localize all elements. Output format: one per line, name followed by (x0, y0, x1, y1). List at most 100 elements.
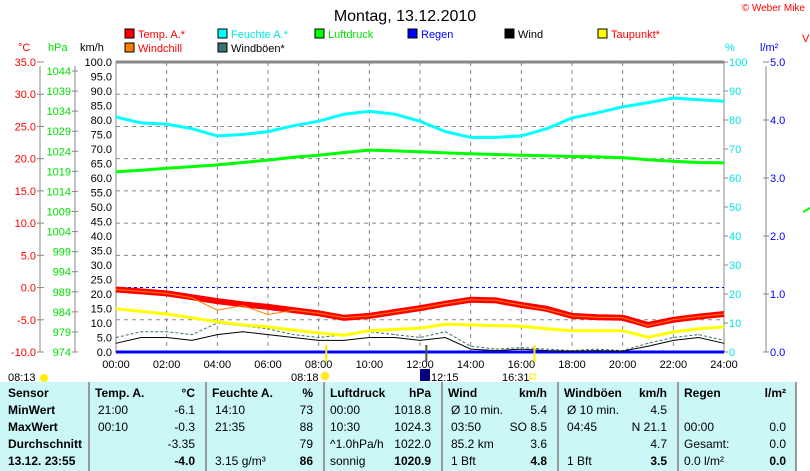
data-point (520, 154, 522, 156)
data-point (166, 313, 168, 315)
wind-tick-label: 15.0 (91, 304, 112, 316)
data-point (242, 351, 244, 353)
data-point (343, 113, 345, 115)
humidity-tick-label: 80 (729, 115, 741, 127)
data-point (191, 334, 193, 336)
row-value: N 21.1 (631, 420, 667, 434)
data-point (470, 136, 472, 138)
data-point (267, 159, 269, 161)
data-point (546, 351, 548, 353)
data-point (191, 351, 193, 353)
legend-swatch (504, 28, 515, 39)
temp-tick-label: -10.0 (11, 347, 36, 359)
column-divider (677, 382, 679, 471)
rain-tick-label: 2.0 (770, 231, 785, 243)
data-point (368, 315, 370, 317)
group-unit: km/h (518, 386, 547, 400)
x-tick-label: 16:00 (508, 359, 536, 371)
x-tick-label: 02:00 (153, 359, 181, 371)
data-point (647, 345, 649, 347)
data-point (191, 128, 193, 130)
data-point (546, 328, 548, 330)
data-point (115, 288, 117, 290)
wind-tick-label: 25.0 (91, 275, 112, 287)
humidity-tick-label: 20 (729, 289, 741, 301)
x-tick-label: 10:00 (356, 359, 384, 371)
row-value: 79 (299, 437, 313, 451)
row-detail: 3.15 g/m³ (215, 454, 266, 468)
temp-tick-label: 20.0 (15, 154, 36, 166)
pressure-tick-label: 1044 (47, 66, 71, 78)
wind-tick-label: 50.0 (91, 202, 112, 214)
column-divider (441, 382, 443, 471)
data-point (242, 331, 244, 333)
x-tick-label: 24:00 (710, 359, 738, 371)
data-point (571, 350, 573, 352)
data-point (191, 297, 193, 299)
row-detail: 00:00 (684, 420, 715, 434)
weather-chart: Montag, 13.12.2010 © Weber Mike V °C hPa… (8, 3, 810, 382)
data-point (647, 102, 649, 104)
row-detail: 00:00 (330, 403, 361, 417)
data-point (318, 351, 320, 353)
data-point (419, 339, 421, 341)
row-value: 3.6 (530, 437, 547, 451)
data-point (698, 351, 700, 353)
wind-tick-label: 35.0 (91, 246, 112, 258)
wind-tick-label: 5.0 (97, 333, 112, 345)
data-point (368, 351, 370, 353)
rain-tick-label: 1.0 (770, 289, 785, 301)
wind-tick-label: 0.0 (97, 347, 112, 359)
data-point (622, 351, 624, 353)
wind-tick-label: 45.0 (91, 217, 112, 229)
data-point (166, 337, 168, 338)
data-point (444, 337, 446, 338)
row-detail: ^1.0hPa/h (330, 437, 384, 451)
group-unit: % (302, 386, 313, 400)
data-point (318, 339, 320, 341)
row-value: -6.1 (174, 403, 195, 417)
data-point (318, 332, 320, 334)
humidity-tick-label: 30 (729, 260, 741, 272)
data-point (419, 327, 421, 329)
data-point (115, 116, 117, 118)
data-point (267, 328, 269, 330)
data-point (723, 100, 725, 102)
row-detail: 00:10 (98, 420, 129, 434)
group-header: Windböen (564, 386, 622, 400)
pressure-tick-label: 994 (53, 267, 71, 279)
pressure-tick-label: 1029 (47, 126, 71, 138)
data-point (242, 162, 244, 164)
group-header: Regen (684, 386, 721, 400)
data-point (596, 350, 598, 352)
copyright: © Weber Mike (742, 3, 806, 14)
row-value: 3.5 (650, 454, 667, 468)
temp-tick-label: 30.0 (15, 89, 36, 101)
data-point (546, 350, 548, 352)
data-point (394, 150, 396, 152)
data-point (596, 316, 598, 318)
row-label: 13.12. 23:55 (8, 454, 76, 468)
data-point (368, 330, 370, 332)
data-point (596, 330, 598, 332)
data-point (242, 303, 244, 305)
legend-swatch (124, 28, 135, 39)
legend-label: Windchill (138, 43, 182, 55)
data-point (520, 304, 522, 306)
unit-pressure: hPa (48, 42, 68, 54)
data-point (495, 136, 497, 138)
data-point (520, 351, 522, 353)
wind-tick-label: 90.0 (91, 86, 112, 98)
data-point (419, 151, 421, 153)
legend-swatch (217, 42, 228, 53)
data-point (419, 351, 421, 353)
row-value: 86 (299, 454, 313, 468)
data-point (571, 156, 573, 158)
data-point (571, 117, 573, 119)
legend-swatch (124, 42, 135, 53)
data-point (419, 337, 421, 338)
pressure-tick-label: 974 (53, 347, 71, 359)
data-point (394, 311, 396, 313)
unit-humidity: % (725, 42, 735, 54)
row-label: MinWert (8, 403, 56, 417)
